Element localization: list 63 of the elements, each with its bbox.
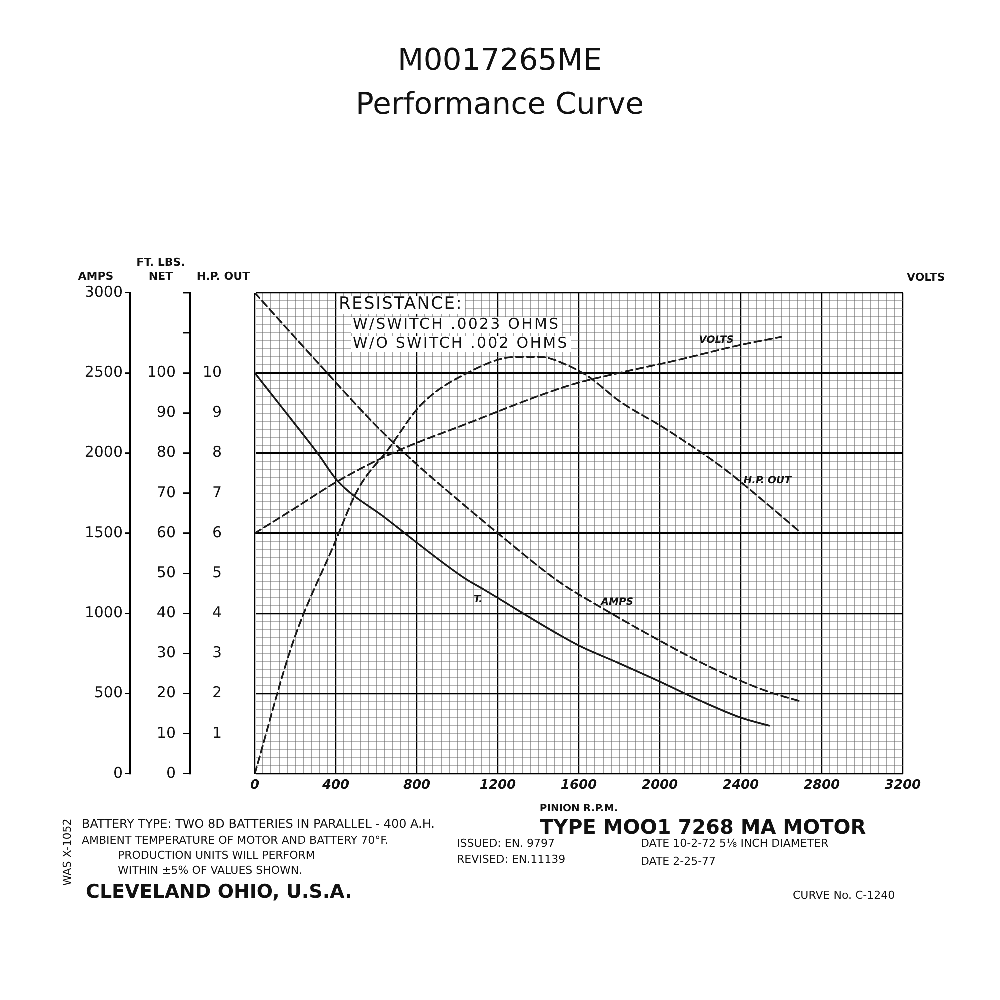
y2-tick-label: 0 (166, 764, 176, 782)
y2-tick-label: 30 (156, 644, 176, 662)
y3-tick-label: 10 (202, 363, 222, 382)
text: ISSUED: EN. 9797 (457, 837, 556, 851)
chart-subtitle: Performance Curve (354, 87, 646, 122)
x-tick-label: 400 (321, 778, 350, 794)
y3-tick-label: 8 (212, 443, 222, 462)
y-tick-label: 3000 (84, 282, 123, 301)
annotation: W/SWITCH .0023 OHMS (351, 315, 562, 333)
y2-tick-label: 100 (147, 363, 176, 382)
y2-axis-title: FT. LBS. NET (136, 256, 186, 284)
text: CLEVELAND OHIO, U.S.A. (86, 881, 352, 904)
y-tick-label: 500 (94, 684, 123, 702)
text: WAS X-1052 (61, 818, 75, 886)
y3-tick-label: 6 (212, 523, 222, 542)
text: VOLTS (907, 271, 946, 285)
x-tick-label: 2800 (804, 778, 840, 794)
y2-tick-label: 10 (156, 724, 176, 742)
y2-tick-label: 60 (156, 523, 176, 542)
y3-tick-label: 2 (212, 684, 222, 702)
y3-tick-label: 4 (212, 604, 222, 622)
y3-tick-label: 1 (212, 724, 222, 742)
annotation: W/O SWITCH .002 OHMS (351, 334, 571, 352)
y2-tick-label: 50 (156, 563, 176, 582)
x-axis-title: PINION R.P.M. (540, 804, 618, 815)
series-label: VOLTS (699, 335, 734, 346)
y3-tick-label: 7 (212, 483, 222, 502)
y2-tick-label: 80 (156, 443, 176, 462)
text: AMBIENT TEMPERATURE OF MOTOR AND BATTERY 70°F. (82, 834, 389, 848)
y-tick-label: 2000 (84, 443, 123, 462)
text: CURVE No. C-1240 (793, 889, 896, 903)
text: DATE 2-25-77 (641, 855, 716, 869)
y2-tick-label: 20 (156, 684, 176, 702)
x-tick-label: 3200 (884, 778, 922, 794)
text: PRODUCTION UNITS WILL PERFORM (118, 849, 316, 863)
x-tick-label: 2400 (722, 778, 760, 794)
chart-title: M0017265ME (396, 43, 604, 78)
series-label: H.P. OUT (744, 475, 793, 486)
text: BATTERY TYPE: TWO 8D BATTERIES IN PARALLEL - 400 A.H. (82, 817, 435, 832)
y2-tick-label: 70 (156, 483, 176, 502)
y2-tick-label: 90 (156, 403, 176, 422)
annotation: RESISTANCE: (337, 294, 466, 314)
y3-tick-label: 3 (212, 644, 222, 662)
y-axis-title: AMPS (77, 270, 115, 284)
y3-tick-label: 9 (212, 403, 222, 422)
x-tick-label: 2000 (642, 778, 678, 794)
series-label: AMPS (600, 596, 634, 608)
y3-tick-label: 5 (212, 563, 222, 582)
text: REVISED: EN.11139 (457, 853, 566, 867)
y-tick-label: 2500 (84, 363, 123, 382)
x-tick-label: 0 (250, 778, 260, 794)
y-tick-label: 1500 (84, 523, 123, 542)
x-tick-label: 800 (403, 778, 431, 794)
y-tick-label: 1000 (84, 604, 123, 622)
text: DATE 10-2-72 5⅛ INCH DIAMETER (641, 837, 829, 851)
y3-axis-title: H.P. OUT (196, 270, 252, 284)
y-tick-label: 0 (113, 764, 123, 782)
text: TYPE MOO1 7268 MA MOTOR (540, 815, 866, 839)
x-tick-label: 1200 (480, 778, 516, 794)
y2-tick-label: 40 (156, 604, 176, 622)
series-label: T. (474, 594, 483, 606)
text: WITHIN ±5% OF VALUES SHOWN. (118, 864, 303, 878)
x-tick-label: 1600 (560, 778, 598, 794)
